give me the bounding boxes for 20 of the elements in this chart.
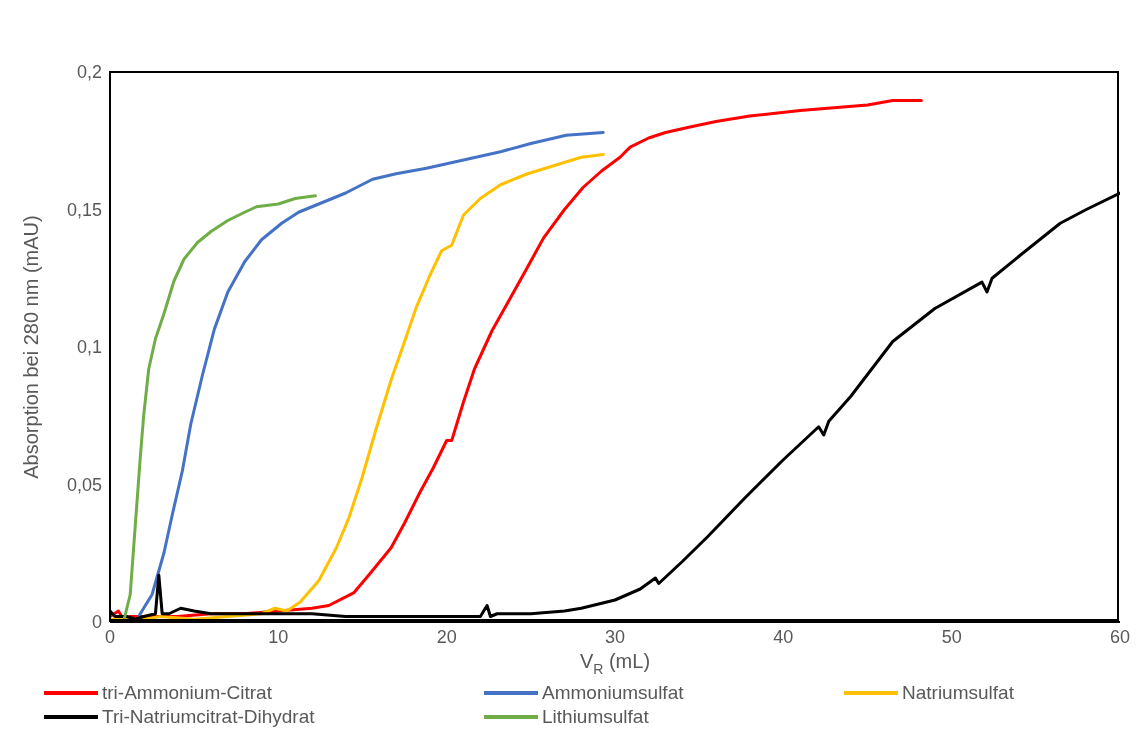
- x-tick-label: 60: [1109, 626, 1131, 647]
- y-tick-label: 0,2: [76, 62, 102, 83]
- x-tick-label: 40: [773, 626, 794, 647]
- x-tick-label: 0: [104, 626, 116, 647]
- legend-label: Natriumsulfat: [902, 682, 1014, 704]
- legend-label: tri-Ammonium-Citrat: [102, 682, 272, 704]
- legend-label: Lithiumsulfat: [542, 706, 649, 728]
- y-tick-label: 0: [91, 612, 102, 633]
- legend-label: Ammoniumsulfat: [542, 682, 684, 704]
- x-axis-title: V$_{R}$ (mL): [579, 650, 651, 677]
- x-tick-label: 10: [268, 626, 289, 647]
- line-series: [110, 191, 1120, 621]
- x-tick-label: 30: [604, 626, 626, 647]
- y-axis-title: Absorption bei 280 nm (mAU): [20, 215, 42, 479]
- legend-label: Tri-Natriumcitrat-Dihydrat: [102, 706, 315, 728]
- y-tick-label: 0,15: [66, 199, 102, 220]
- x-tick-label: 50: [941, 626, 962, 647]
- x-tick-label: 20: [436, 626, 457, 647]
- y-tick-label: 0,05: [66, 474, 102, 495]
- y-tick-label: 0,1: [76, 337, 102, 358]
